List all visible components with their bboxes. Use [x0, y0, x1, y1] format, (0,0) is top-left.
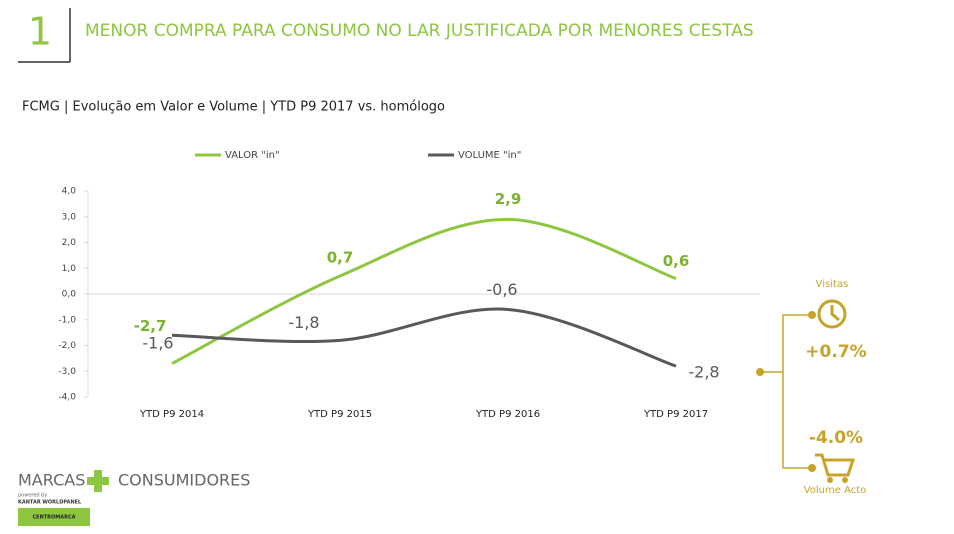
logo-text: CONSUMIDORES — [118, 471, 250, 490]
chart: -4,0 -3,0 -2,0 -1,0 0,0 1,0 2,0 3,0 4,0 YTD P9 20… — [58, 150, 760, 420]
data-label: 0,7 — [327, 248, 354, 266]
x-tick-label: YTD P9 2016 — [475, 409, 540, 420]
cart-wheel — [842, 477, 848, 483]
series-line — [171, 307, 677, 368]
y-tick-label: 2,0 — [62, 238, 77, 248]
side-panel — [760, 299, 856, 477]
y-tick-label: 1,0 — [62, 264, 77, 274]
cart-wheel — [827, 477, 833, 483]
legend-label: VALOR "in" — [225, 150, 280, 161]
y-tick-label: -3,0 — [58, 367, 76, 377]
slide-number: 1 — [28, 10, 52, 54]
dot — [756, 368, 764, 376]
logo-small: powered by — [18, 493, 47, 499]
x-tick-label: YTD P9 2014 — [139, 409, 204, 420]
logo-cross — [87, 477, 109, 485]
data-label: -1,8 — [288, 313, 319, 332]
data-label: -0,6 — [486, 280, 517, 299]
side-value: +0.7% — [805, 342, 866, 362]
clock-hand — [830, 305, 840, 322]
side-value: -4.0% — [809, 428, 863, 448]
x-tick-label: YTD P9 2015 — [307, 409, 372, 420]
dots — [756, 311, 848, 483]
dot — [808, 311, 816, 319]
cart-icon — [815, 453, 856, 477]
y-tick-label: 0,0 — [62, 290, 77, 300]
side-label: Volume Acto — [804, 485, 867, 496]
y-tick-label: 3,0 — [62, 212, 77, 222]
data-label: 0,6 — [663, 252, 690, 270]
series-line — [171, 217, 677, 365]
y-tick-label: 4,0 — [62, 187, 77, 197]
logo-text: MARCAS — [18, 471, 85, 490]
badge-text: CENTROMARCA — [32, 515, 75, 521]
side-label: Visitas — [816, 279, 849, 290]
data-label: 2,9 — [495, 190, 522, 208]
y-tick-label: -4,0 — [58, 393, 76, 403]
subtitle: FCMG | Evolução em Valor e Volume | YTD … — [22, 100, 445, 115]
badge — [18, 508, 90, 526]
dot — [808, 464, 816, 472]
data-label: -2,7 — [134, 317, 167, 335]
y-tick-label: -2,0 — [58, 341, 76, 351]
x-tick-label: YTD P9 2017 — [643, 409, 708, 420]
logo-small: KANTAR WORLDPANEL — [18, 500, 82, 506]
data-label: -1,6 — [142, 334, 173, 353]
bracket — [782, 314, 812, 469]
legend-label: VOLUME "in" — [458, 150, 521, 161]
clock-icon — [817, 299, 847, 329]
y-tick-label: -1,0 — [58, 315, 76, 325]
data-label: -2,8 — [688, 363, 719, 382]
slide-title: MENOR COMPRA PARA CONSUMO NO LAR JUSTIFI… — [85, 21, 754, 41]
